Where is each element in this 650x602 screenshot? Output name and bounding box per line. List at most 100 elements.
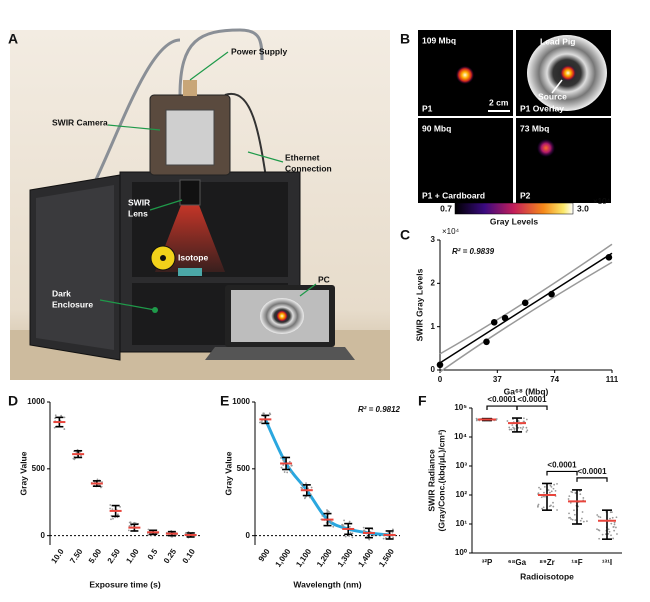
jitter-dot bbox=[581, 511, 584, 513]
callout-label: Power Supply bbox=[231, 46, 287, 56]
jitter-dot bbox=[326, 509, 328, 511]
callout-label: Enclosure bbox=[52, 299, 93, 309]
jitter-dot bbox=[111, 508, 114, 510]
tile-activity: 90 Mbq bbox=[422, 123, 451, 133]
panel-label: B bbox=[400, 31, 410, 47]
annotation: R² = 0.9839 bbox=[452, 247, 495, 256]
jitter-dot bbox=[54, 414, 57, 417]
jitter-dot bbox=[571, 518, 574, 521]
lens bbox=[179, 179, 201, 206]
jitter-dot bbox=[508, 426, 511, 429]
callout-label: Dark bbox=[52, 288, 71, 298]
x-tick-label: ⁶⁸Ga bbox=[508, 558, 527, 567]
illustration bbox=[10, 28, 390, 380]
jitter-dot bbox=[348, 535, 350, 537]
y-tick-label: 10¹ bbox=[455, 519, 467, 528]
jitter-dot bbox=[556, 509, 558, 511]
jitter-dot bbox=[543, 491, 545, 494]
jitter-dot bbox=[596, 528, 598, 531]
point bbox=[436, 361, 444, 369]
jitter-dot bbox=[549, 484, 552, 487]
jitter-dot bbox=[601, 533, 604, 536]
point bbox=[490, 319, 498, 326]
x-axis-label: Radioisotope bbox=[520, 571, 574, 581]
jitter-dot bbox=[344, 535, 347, 538]
jitter-dot bbox=[300, 483, 303, 485]
jitter-dot bbox=[513, 428, 516, 431]
y-tick-label: 10⁴ bbox=[454, 432, 467, 441]
jitter-dot bbox=[310, 486, 313, 489]
jitter-dot bbox=[63, 416, 66, 419]
jitter-dot bbox=[476, 418, 479, 421]
jitter-dot bbox=[582, 497, 585, 499]
jitter-dot bbox=[283, 471, 286, 473]
jitter-dot bbox=[128, 525, 131, 527]
jitter-dot bbox=[573, 513, 576, 516]
x-tick-label: 0.25 bbox=[162, 547, 179, 565]
jitter-dot bbox=[612, 537, 615, 540]
x-tick-label: 1,100 bbox=[294, 547, 313, 569]
annotation: Source bbox=[538, 91, 567, 101]
x-axis-label: Exposure time (s) bbox=[89, 579, 160, 589]
jitter-dot bbox=[525, 426, 528, 429]
jitter-dot bbox=[552, 487, 555, 490]
panel-label: F bbox=[418, 393, 427, 409]
callout-dot bbox=[152, 307, 158, 313]
jitter-dot bbox=[612, 526, 615, 528]
jitter-dot bbox=[582, 520, 585, 523]
x-tick-label: 1,400 bbox=[356, 547, 375, 569]
jitter-dot bbox=[506, 420, 509, 422]
jitter-dot bbox=[75, 451, 78, 454]
jitter-dot bbox=[609, 517, 611, 520]
x-tick-label: 1.00 bbox=[124, 547, 141, 565]
x-tick-label: 1,200 bbox=[315, 547, 334, 569]
jitter-dot bbox=[544, 495, 546, 498]
jitter-dot bbox=[392, 536, 395, 539]
y-tick-label: 10⁵ bbox=[454, 403, 467, 412]
jitter-dot bbox=[330, 520, 333, 523]
jitter-dot bbox=[613, 529, 616, 532]
callout-label: PC bbox=[318, 274, 330, 284]
callout-label: Lens bbox=[128, 208, 148, 218]
tile-name: P1 bbox=[422, 103, 433, 113]
jitter-dot bbox=[607, 528, 610, 531]
jitter-dot bbox=[309, 496, 311, 499]
jitter-dot bbox=[556, 482, 558, 485]
jitter-dot bbox=[538, 486, 540, 489]
jitter-dot bbox=[610, 534, 612, 537]
x-tick-label: ⁸⁹Zr bbox=[539, 558, 555, 567]
x-tick-label: 0.10 bbox=[181, 547, 198, 565]
point bbox=[548, 290, 555, 298]
jitter-dot bbox=[513, 427, 515, 430]
jitter-dot bbox=[539, 488, 542, 491]
jitter-dot bbox=[616, 533, 618, 535]
jitter-dot bbox=[574, 519, 577, 521]
jitter-dot bbox=[610, 522, 613, 525]
jitter-dot bbox=[543, 485, 546, 488]
jitter-dot bbox=[550, 485, 553, 488]
jitter-dot bbox=[517, 426, 520, 429]
jitter-dot bbox=[117, 513, 119, 516]
x-tick-label: 7.50 bbox=[68, 547, 85, 565]
jitter-dot bbox=[599, 516, 602, 519]
jitter-dot bbox=[53, 426, 56, 429]
jitter-dot bbox=[615, 526, 617, 529]
jitter-dot bbox=[569, 516, 571, 519]
jitter-dot bbox=[570, 518, 572, 520]
camera-vent bbox=[165, 109, 215, 166]
jitter-dot bbox=[510, 428, 513, 431]
jitter-dot bbox=[541, 507, 543, 510]
jitter-dot bbox=[289, 471, 292, 473]
power-cable bbox=[178, 28, 264, 96]
x-axis-label: Wavelength (nm) bbox=[293, 579, 361, 589]
point bbox=[483, 338, 490, 346]
jitter-dot bbox=[525, 430, 528, 433]
tile-name: P1 + Cardboard bbox=[422, 190, 485, 200]
jitter-dot bbox=[597, 515, 600, 518]
jitter-dot bbox=[596, 514, 599, 516]
jitter-dot bbox=[326, 510, 329, 513]
fit-line bbox=[439, 252, 613, 364]
tile bbox=[418, 118, 513, 203]
comparison-label: <0.0001 bbox=[577, 467, 607, 476]
